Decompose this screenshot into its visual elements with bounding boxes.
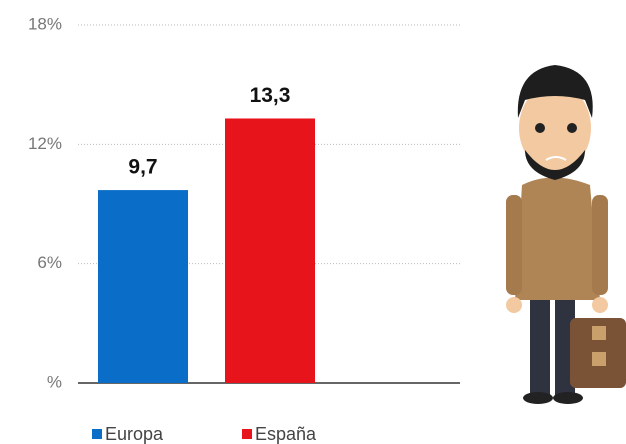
y-tick-label: 18%: [28, 14, 62, 33]
value-label: 9,7: [128, 156, 157, 179]
legend-swatch: [242, 429, 252, 439]
person-illustration: [506, 65, 626, 404]
y-tick-label: 6%: [37, 253, 62, 272]
value-label: 13,3: [250, 84, 291, 107]
bar: [225, 118, 315, 383]
y-tick-label: 12%: [28, 134, 62, 153]
bar: [98, 190, 188, 383]
legend-swatch: [92, 429, 102, 439]
legend-label: Europa: [105, 424, 164, 444]
legend-label: España: [255, 424, 317, 444]
y-tick-label: %: [47, 372, 62, 391]
